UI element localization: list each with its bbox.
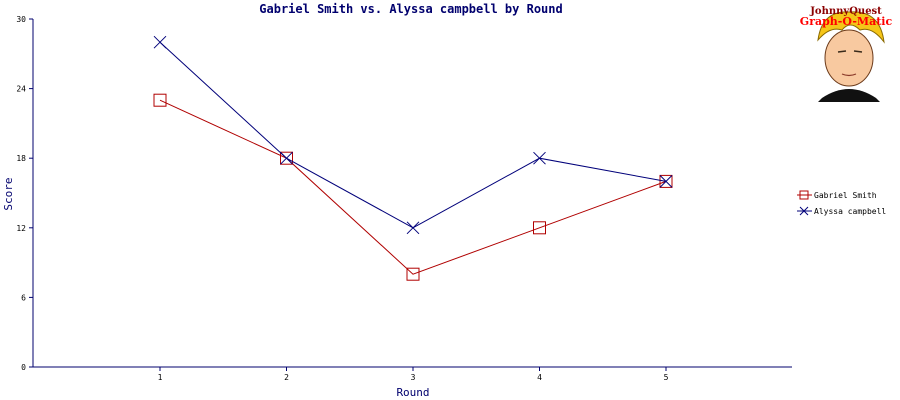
legend-marker-x-stroke [799, 206, 809, 216]
legend-label: Gabriel Smith [814, 191, 877, 200]
data-point-square [659, 174, 673, 188]
series-1 [153, 35, 673, 235]
data-point-square [153, 93, 167, 107]
data-point-x-stroke [153, 35, 167, 49]
x-axis-label: Round [396, 386, 429, 399]
data-point-x [280, 151, 293, 165]
data-point-x [659, 175, 673, 188]
logo: JohnnyQuest Graph-O-Matic [800, 6, 893, 102]
logo-face-illustration [817, 11, 885, 102]
x-tick-label: 2 [284, 373, 289, 382]
x-tick-label: 4 [537, 373, 542, 382]
legend: Gabriel Smith Alyssa campbell [797, 190, 886, 216]
legend-item: Alyssa campbell [797, 206, 886, 216]
data-point-square [280, 151, 293, 165]
x-tick-label: 3 [411, 373, 416, 382]
data-point-x-stroke [280, 151, 293, 165]
y-tick-label: 30 [16, 15, 26, 24]
data-point-x [533, 151, 546, 165]
data-point-x [406, 221, 420, 235]
legend-marker-x [799, 206, 809, 216]
data-point-square [406, 267, 420, 281]
logo-text-graph-o-matic: Graph-O-Matic [800, 15, 893, 28]
chart-title: Gabriel Smith vs. Alyssa campbell by Rou… [259, 2, 562, 16]
y-tick-label: 24 [16, 85, 26, 94]
series-line [159, 99, 667, 275]
legend-item: Gabriel Smith [797, 190, 877, 200]
y-tick-label: 6 [21, 293, 26, 302]
y-tick-label: 18 [16, 154, 26, 163]
data-point-x-stroke [406, 221, 420, 235]
y-tick-label: 12 [16, 224, 26, 233]
logo-text-johnnyquest: JohnnyQuest [809, 6, 882, 17]
legend-label: Alyssa campbell [814, 207, 886, 216]
y-tick-label: 0 [21, 363, 26, 372]
data-point-x [153, 35, 167, 49]
legend-marker-square [799, 190, 809, 200]
data-point-x-stroke [533, 151, 546, 165]
series-layer [153, 35, 673, 281]
data-point-square [533, 221, 546, 235]
x-tick-label: 1 [158, 373, 163, 382]
data-point-x-stroke [659, 175, 673, 188]
series-0 [153, 93, 673, 281]
y-axis-label: Score [2, 177, 15, 210]
x-tick-label: 5 [664, 373, 669, 382]
